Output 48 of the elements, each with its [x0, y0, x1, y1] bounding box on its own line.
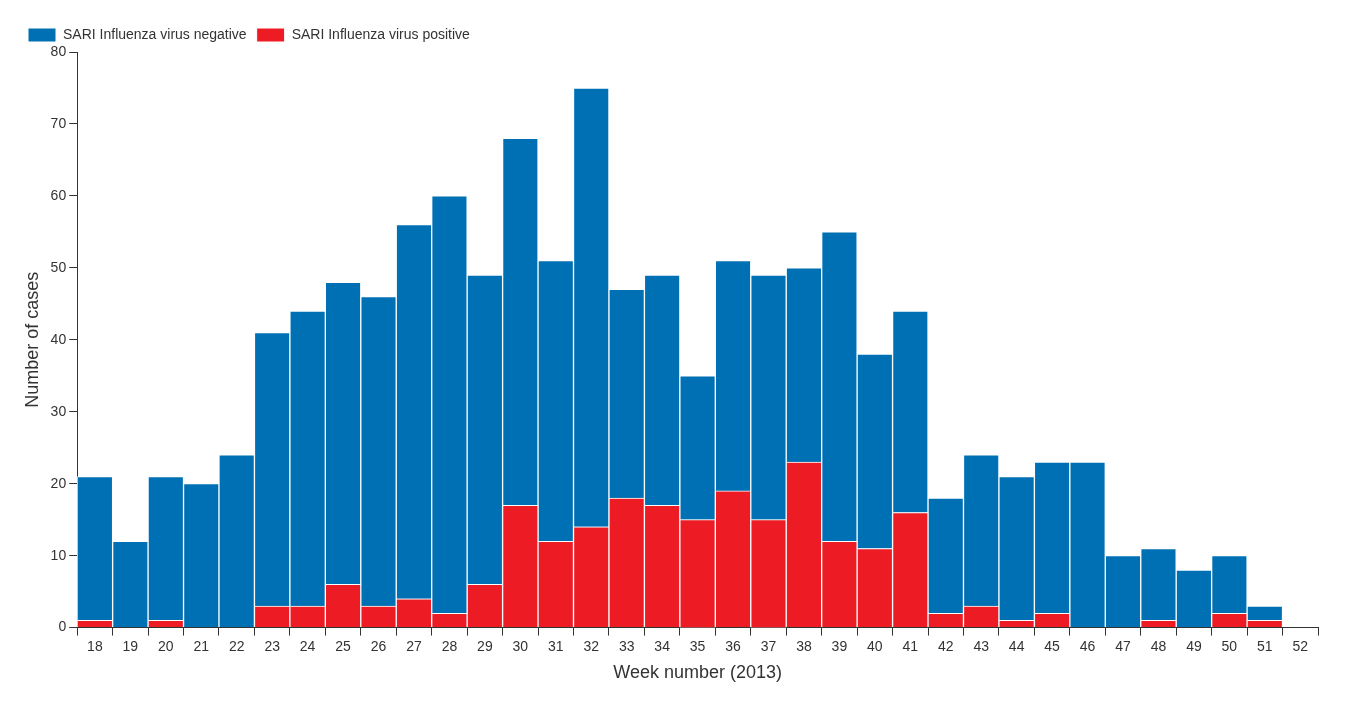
y-tick-label: 50 — [50, 258, 67, 275]
x-tick-label: 51 — [1257, 637, 1273, 654]
x-tick-label: 34 — [654, 637, 671, 654]
x-tick-label: 22 — [228, 637, 245, 654]
x-tick-label: 27 — [406, 637, 422, 654]
y-tick-label: 20 — [50, 474, 67, 491]
x-tick-label: 48 — [1150, 637, 1167, 654]
x-tick-label: 39 — [831, 637, 848, 654]
x-tick-label: 45 — [1044, 637, 1061, 654]
x-tick-label: 36 — [725, 637, 742, 654]
x-tick-label: 35 — [689, 637, 706, 654]
y-tick-label: 80 — [50, 42, 67, 59]
x-tick-label: 38 — [796, 637, 812, 654]
y-tick-label: 10 — [50, 546, 67, 563]
x-tick-label: 20 — [158, 637, 174, 654]
x-tick-label: 41 — [902, 637, 919, 654]
x-tick-label: 28 — [441, 637, 458, 654]
x-tick-label: 37 — [760, 637, 777, 654]
y-axis-title: Number of cases — [21, 271, 42, 408]
y-tick-label: 40 — [50, 330, 67, 347]
x-tick-label: 33 — [618, 637, 635, 654]
x-tick-label: 47 — [1115, 637, 1132, 654]
legend-label: SARI Influenza virus positive — [291, 25, 471, 42]
y-tick-label: 0 — [58, 618, 67, 635]
x-tick-label: 29 — [477, 637, 493, 654]
x-tick-label: 42 — [937, 637, 954, 654]
x-tick-label: 18 — [87, 637, 103, 654]
y-tick-label: 60 — [50, 186, 67, 203]
x-tick-label: 52 — [1292, 637, 1309, 654]
x-tick-label: 46 — [1079, 637, 1096, 654]
x-tick-label: 30 — [512, 637, 529, 654]
y-tick-label: 70 — [50, 114, 67, 131]
x-tick-label: 23 — [264, 637, 281, 654]
x-tick-label: 24 — [299, 637, 316, 654]
x-tick-label: 21 — [193, 637, 210, 654]
x-tick-label: 49 — [1186, 637, 1202, 654]
x-tick-label: 19 — [122, 637, 139, 654]
x-tick-label: 26 — [370, 637, 387, 654]
x-tick-label: 25 — [335, 637, 352, 654]
x-axis-title: Week number (2013) — [613, 662, 782, 683]
x-tick-label: 44 — [1008, 637, 1025, 654]
x-tick-label: 31 — [547, 637, 564, 654]
x-tick-label: 50 — [1221, 637, 1238, 654]
x-tick-label: 40 — [867, 637, 883, 654]
x-tick-label: 43 — [973, 637, 990, 654]
y-tick-label: 30 — [50, 402, 67, 419]
x-tick-label: 32 — [583, 637, 600, 654]
legend-label: SARI Influenza virus negative — [63, 25, 247, 42]
